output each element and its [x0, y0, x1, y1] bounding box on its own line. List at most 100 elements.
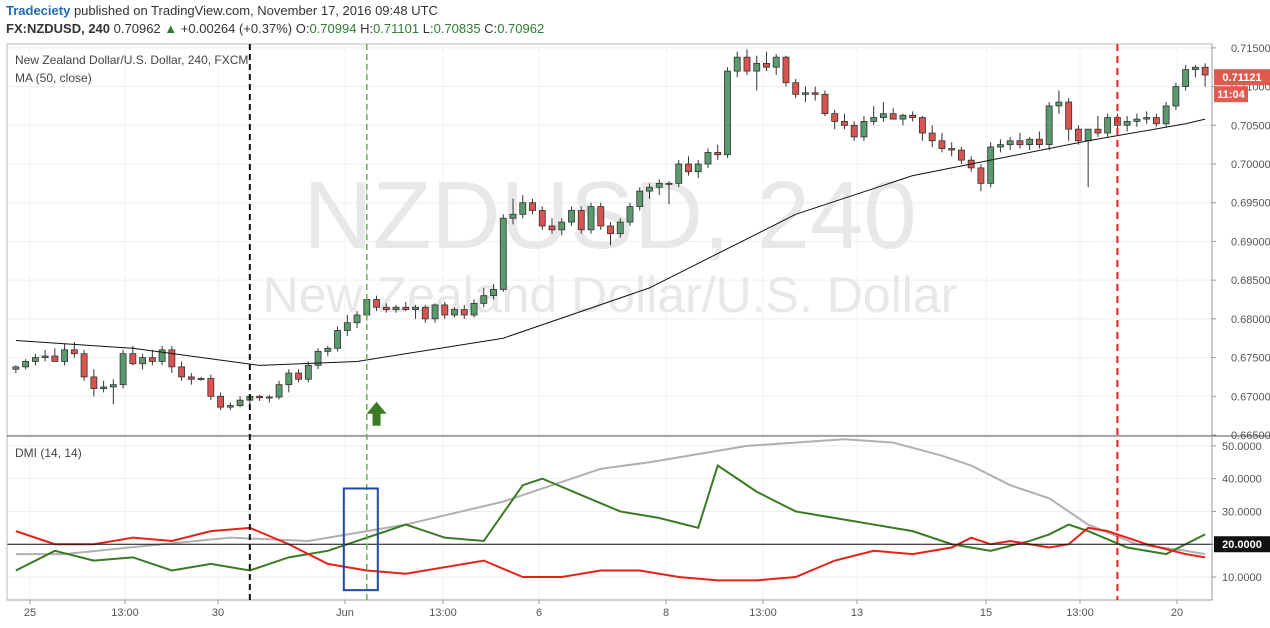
candle: [558, 218, 566, 236]
candle-body: [714, 151, 722, 156]
candle-body: [51, 355, 59, 362]
candle: [529, 198, 536, 215]
price-tag-bg: [1214, 69, 1270, 86]
candle: [1045, 102, 1053, 151]
candle: [646, 183, 653, 199]
price-tick-label: 0.71500: [1231, 43, 1270, 55]
candle: [889, 108, 897, 120]
candle-body: [31, 357, 39, 362]
candle: [499, 214, 507, 292]
open-label: O:: [295, 21, 310, 36]
candle: [226, 402, 234, 411]
candle: [782, 55, 790, 87]
candle: [792, 78, 800, 99]
candle: [763, 51, 770, 72]
candle-body: [802, 92, 809, 95]
candle: [451, 307, 458, 318]
candle: [275, 380, 283, 400]
candle: [470, 299, 478, 318]
candle: [1035, 131, 1043, 149]
candle: [538, 206, 546, 230]
ma-legend[interactable]: MA (50, close): [15, 71, 92, 85]
candle-body: [1162, 105, 1170, 125]
candle: [694, 160, 702, 178]
candle: [334, 326, 341, 352]
price-pane: [12, 49, 1209, 411]
candle-body: [577, 210, 585, 231]
candle: [899, 113, 907, 126]
candle-body: [412, 306, 419, 310]
candle-body: [392, 306, 400, 310]
candle: [597, 202, 605, 230]
candle-body: [207, 378, 215, 397]
candle: [22, 359, 30, 370]
candle-body: [850, 124, 858, 138]
x-tick-label: 13:00: [749, 607, 777, 619]
watermark-symbol: NZDUSD, 240: [303, 162, 917, 269]
candle: [139, 353, 147, 370]
dmi-legend[interactable]: DMI (14, 14): [15, 446, 82, 460]
candle-body: [636, 190, 644, 207]
price-tick-label: 0.68000: [1231, 314, 1270, 326]
candle-body: [831, 113, 839, 122]
candle: [977, 164, 985, 192]
candle-body: [100, 386, 108, 389]
candle-body: [1182, 69, 1190, 87]
candle: [685, 156, 692, 176]
candle: [168, 345, 176, 374]
candle: [675, 160, 683, 188]
candle-body: [490, 289, 497, 297]
candle: [1055, 90, 1063, 114]
candle: [353, 311, 361, 329]
candle: [197, 376, 205, 381]
candle-body: [743, 56, 751, 72]
candle: [1006, 136, 1014, 151]
publish-header: Tradeciety published on TradingView.com,…: [6, 3, 438, 18]
candle-body: [782, 56, 790, 84]
candle: [909, 111, 917, 122]
candle: [421, 304, 429, 323]
candle: [958, 146, 965, 165]
candle-body: [41, 355, 49, 358]
candle: [343, 314, 351, 336]
price-legend[interactable]: New Zealand Dollar/U.S. Dollar, 240, FXC…: [15, 53, 249, 67]
candle: [626, 202, 634, 226]
x-tick-label: 13:00: [1066, 607, 1094, 619]
candle-body: [626, 206, 634, 223]
publisher-name[interactable]: Tradeciety: [6, 3, 71, 18]
candle-body: [860, 121, 868, 138]
price-tag: 0.71121: [1222, 72, 1261, 84]
candle-body: [148, 357, 156, 362]
price-tick-label: 0.69000: [1231, 236, 1270, 248]
candle: [1162, 102, 1170, 127]
candle: [548, 218, 556, 234]
candle-body: [324, 347, 332, 352]
change-value: +0.00264 (+0.37%): [180, 21, 293, 36]
candle-body: [1191, 66, 1199, 70]
candle-body: [509, 213, 517, 219]
candle: [509, 198, 517, 225]
candle: [655, 179, 663, 195]
candle-body: [168, 349, 176, 368]
candle-body: [1006, 140, 1014, 146]
x-tick-label: 6: [536, 607, 542, 619]
candle-body: [265, 396, 273, 399]
candle-body: [996, 144, 1004, 148]
candle: [841, 113, 848, 130]
open-value: 0.70994: [309, 21, 357, 36]
candle: [178, 361, 186, 381]
candle-body: [178, 366, 186, 378]
candle: [80, 349, 88, 381]
candle: [119, 349, 127, 389]
candle: [607, 222, 614, 246]
candle-body: [470, 302, 478, 316]
candle: [987, 142, 995, 188]
candle-body: [22, 361, 30, 368]
candle-body: [685, 163, 692, 173]
candle: [441, 301, 449, 319]
candle-body: [792, 82, 800, 95]
candle: [392, 304, 400, 313]
candle: [568, 206, 575, 226]
candle-body: [665, 182, 673, 185]
